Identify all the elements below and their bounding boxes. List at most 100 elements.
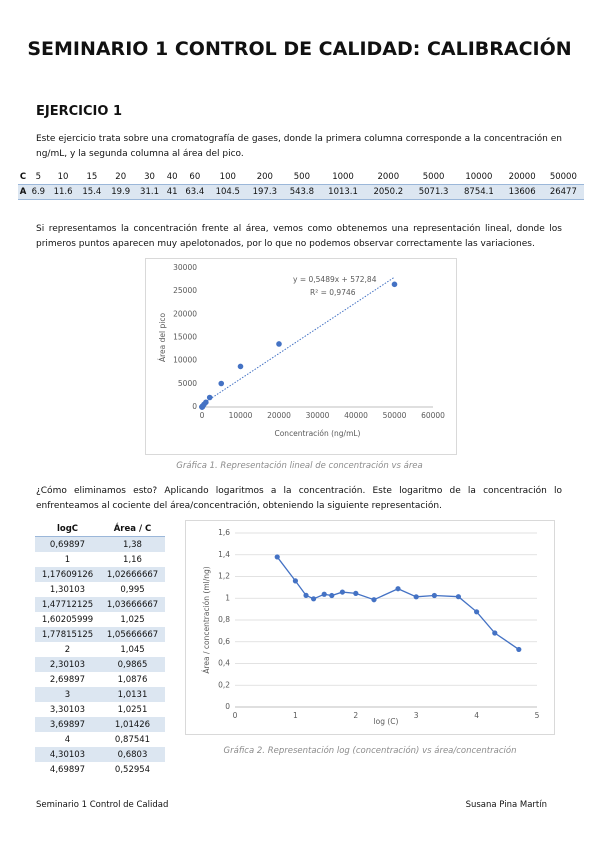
- x-tick-label: 4: [474, 711, 479, 720]
- table-cell: 0,6803: [100, 747, 165, 762]
- x-tick-label: 0: [233, 711, 238, 720]
- data-point: [516, 646, 522, 653]
- table-cell: 4,69897: [49, 764, 86, 775]
- paragraph: Este ejercicio trata sobre una cromatogr…: [36, 134, 562, 159]
- table-cell: 30: [144, 172, 155, 182]
- data-point: [431, 592, 437, 599]
- table-row: 1,17609126 1,02666667: [35, 567, 165, 582]
- table-cell: 1,17609126: [35, 567, 100, 582]
- x-tick-label: 20000: [267, 411, 291, 420]
- data-point: [237, 363, 244, 370]
- table-cell: 2,30103: [35, 657, 100, 672]
- chart: 0 5000 10000 15000 20000 25000 30000 0 10000 2000…: [145, 258, 457, 455]
- table-cell: 1,0251: [117, 704, 148, 715]
- table-row: 2,30103 0,9865: [35, 657, 165, 672]
- table-cell: 3: [35, 687, 100, 702]
- data-point: [329, 592, 335, 599]
- y-tick-label: 1,4: [218, 550, 230, 559]
- data-table: logC Área / C 0,69897 1,38 1 1,16 1,17609126 1,…: [35, 521, 165, 777]
- y-tick-label: 0,2: [218, 680, 230, 689]
- data-point: [276, 341, 282, 347]
- table-row: 3 1,0131: [35, 687, 165, 702]
- x-tick-label: 3: [414, 711, 419, 720]
- table-row: 1,30103 0,995: [35, 582, 165, 597]
- table-cell: 3,69897: [35, 717, 100, 732]
- table-cell: 1,0876: [117, 674, 148, 685]
- table-cell: 63.4: [180, 184, 210, 200]
- table-cell: 60: [189, 172, 201, 182]
- table-row: 1 1,16: [35, 552, 165, 567]
- title: SEMINARIO 1 CONTROL DE CALIDAD: CALIBRAC…: [27, 38, 572, 60]
- data-point: [310, 596, 317, 602]
- table-cell: 20: [115, 172, 127, 182]
- data-point: [206, 394, 213, 401]
- x-axis-label: log (C): [374, 717, 399, 726]
- table-cell: 500: [293, 172, 310, 182]
- y-tick-label: 0: [225, 702, 230, 711]
- table-cell: 0,87541: [114, 734, 151, 745]
- table-cell: 11.6: [48, 184, 78, 200]
- table-cell: 5000: [422, 172, 445, 182]
- y-tick-label: 5000: [178, 379, 197, 388]
- table-cell: 1,01426: [100, 717, 165, 732]
- table-cell: 13606: [501, 184, 543, 200]
- x-tick-label: 40000: [344, 411, 368, 420]
- table-row: A 6.9 11.6 15.4 19.9 31.1 41 63.4 104.5 197.3 543.…: [18, 184, 584, 200]
- y-axis-label: Área del pico: [158, 313, 167, 362]
- x-tick-label: 10000: [229, 411, 253, 420]
- table-cell: 2000: [377, 172, 400, 182]
- y-tick-label: 25000: [173, 286, 197, 295]
- table-cell: 40: [166, 172, 178, 182]
- table-cell: 1,30103: [49, 584, 86, 595]
- chart: 0 0,2 0,4 0,6 0,8 1 1,2 1,4 1,6 0 1 2 3 4 5 log (C) Área…: [185, 520, 555, 735]
- data-point: [474, 609, 480, 615]
- caption: Gráfica 2. Representación log (concentra…: [223, 746, 517, 756]
- table-cell: 10000: [465, 172, 493, 182]
- data-point: [395, 586, 401, 592]
- table-row: 2,69897 1,0876: [35, 672, 165, 687]
- table-cell: 3,30103: [49, 704, 86, 715]
- chart-border: [145, 258, 457, 455]
- y-tick-label: 0: [192, 402, 197, 411]
- table-row: 1,77815125 1,05666667: [35, 627, 165, 642]
- table-cell: 15.4: [77, 184, 107, 200]
- x-tick-label: 60000: [421, 411, 445, 420]
- table-cell: 26477: [542, 184, 584, 200]
- table-cell: 4: [64, 734, 71, 745]
- table-cell: 15: [86, 172, 98, 182]
- data-point: [391, 281, 398, 288]
- data-point: [455, 594, 462, 600]
- data-point: [492, 630, 498, 636]
- table-header: Área / C: [100, 521, 165, 537]
- table-cell: 1,0131: [100, 687, 165, 702]
- table-header-row: logC Área / C: [35, 521, 165, 537]
- chart-border: [185, 520, 555, 735]
- data-point: [353, 590, 359, 596]
- data-point: [203, 399, 209, 406]
- table-cell: 0,9865: [100, 657, 165, 672]
- table-cell: 1: [64, 554, 71, 565]
- table-cell: 5: [35, 172, 42, 182]
- table-cell: 1,05666667: [100, 627, 165, 642]
- table-row: 4 0,87541: [35, 732, 165, 747]
- table-row: 3,30103 1,0251: [35, 702, 165, 717]
- table-row: 1,47712125 1,03666667: [35, 597, 165, 612]
- table-cell: 2,69897: [49, 674, 86, 685]
- x-tick-label: 2: [353, 711, 358, 720]
- table-cell: 20000: [508, 172, 536, 182]
- table-cell: 1013.1: [320, 184, 366, 200]
- y-tick-label: 20000: [173, 309, 197, 318]
- table-row: 0,69897 1,38: [35, 536, 165, 552]
- data-point: [303, 592, 309, 598]
- table-cell: 100: [219, 172, 236, 182]
- y-tick-label: 1: [225, 593, 230, 602]
- table-row: 4,69897 0,52954: [35, 762, 165, 777]
- x-tick-label: 50000: [383, 411, 407, 420]
- table-row: C 5 10 15 20 30 40 60 100 200 500 1000 2000 5000 10000…: [18, 170, 584, 185]
- caption: Gráfica 1. Representación lineal de conc…: [176, 461, 423, 471]
- data-point: [371, 597, 377, 603]
- trendline-r2: R² = 0,9746: [310, 288, 356, 297]
- y-tick-label: 10000: [173, 356, 197, 365]
- table-cell: 19.9: [106, 184, 136, 200]
- footer-right: Susana Pina Martín: [465, 800, 547, 810]
